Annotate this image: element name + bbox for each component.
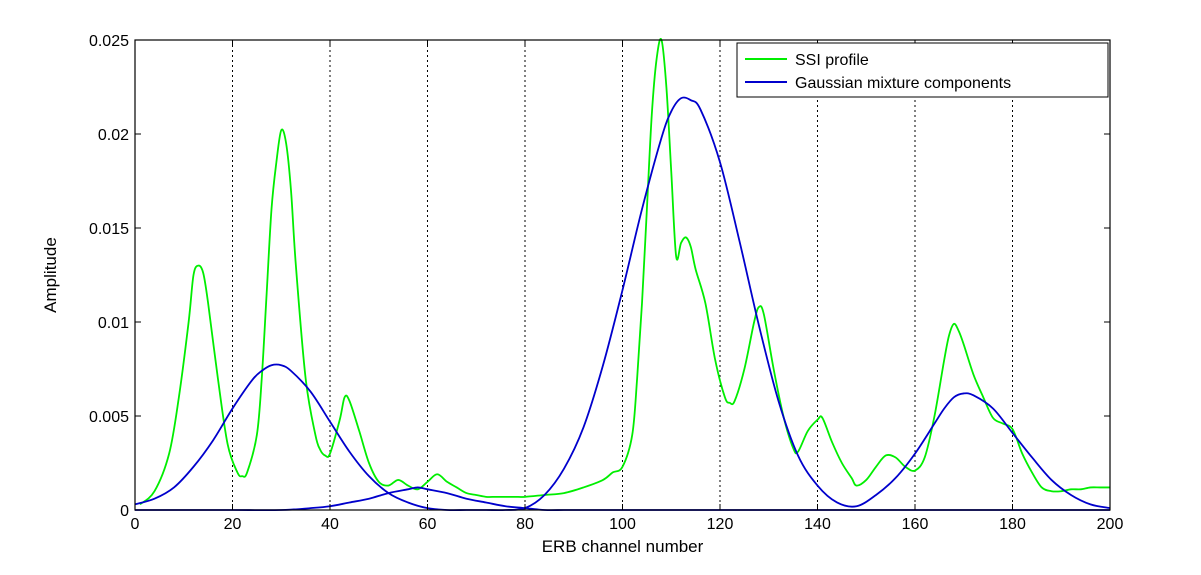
series-line-ssi-profile-0 bbox=[139, 38, 1110, 506]
x-tick-label: 20 bbox=[224, 516, 242, 533]
legend-box bbox=[736, 42, 1109, 98]
series-line-gaussian-mixture-components-1 bbox=[134, 96, 1111, 512]
y-tick-label: 0.005 bbox=[89, 409, 129, 426]
legend: SSI profile Gaussian mixture components bbox=[736, 42, 1109, 98]
x-tick-label: 100 bbox=[609, 516, 636, 533]
y-tick-label: 0 bbox=[120, 503, 129, 520]
y-tick-label: 0.02 bbox=[98, 127, 129, 144]
x-tick-label: 120 bbox=[707, 516, 734, 533]
x-tick-label: 40 bbox=[321, 516, 339, 533]
legend-label-gaussian-mixture: Gaussian mixture components bbox=[795, 75, 1011, 92]
x-axis-label: ERB channel number bbox=[542, 537, 704, 556]
x-tick-label: 80 bbox=[516, 516, 534, 533]
legend-label-ssi-profile: SSI profile bbox=[795, 52, 869, 69]
x-tick-label: 180 bbox=[999, 516, 1026, 533]
x-tick-label: 160 bbox=[902, 516, 929, 533]
x-tick-label: 200 bbox=[1097, 516, 1124, 533]
x-tick-label: 0 bbox=[131, 516, 140, 533]
y-tick-label: 0.015 bbox=[89, 221, 129, 238]
ticks-layer: 0 20 40 60 80 100 120 140 160 180 200 0 0.005 0.01 0.0… bbox=[89, 33, 1123, 533]
y-tick-label: 0.01 bbox=[98, 315, 129, 332]
y-axis-label: Amplitude bbox=[41, 237, 60, 313]
y-tick-label: 0.025 bbox=[89, 33, 129, 50]
x-tick-label: 60 bbox=[419, 516, 437, 533]
x-tick-label: 140 bbox=[804, 516, 831, 533]
